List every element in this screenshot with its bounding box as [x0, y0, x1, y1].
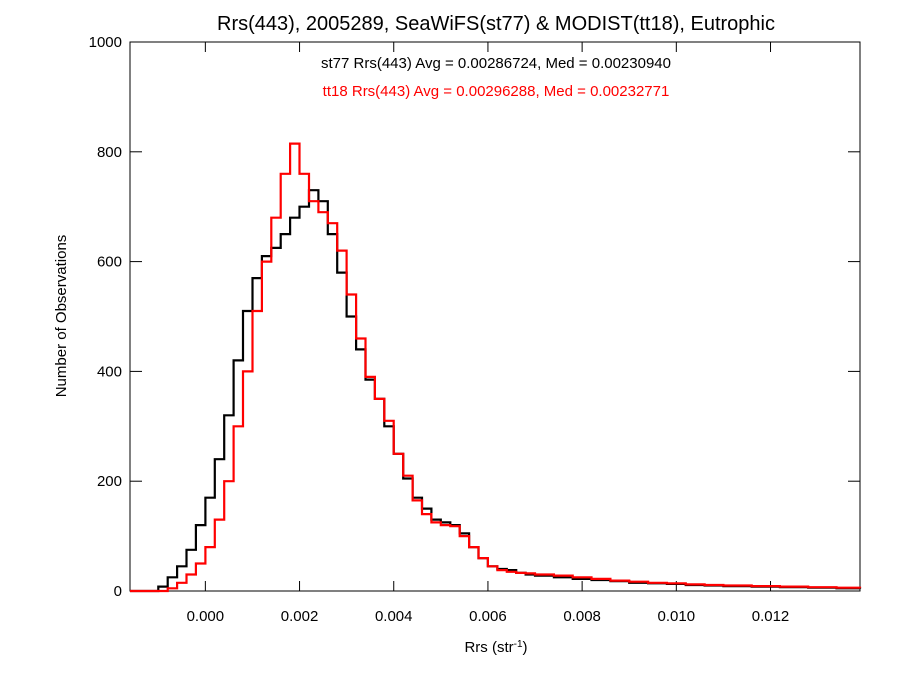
x-axis-ticks: 0.000 0.002 0.004 0.006 0.008 0.010 0.012: [187, 42, 790, 625]
x-tick-label: 0.008: [563, 608, 601, 625]
series-tt18-histogram: [130, 142, 862, 593]
y-tick-label: 200: [97, 473, 122, 490]
chart-title: Rrs(443), 2005289, SeaWiFS(st77) & MODIS…: [217, 13, 775, 35]
x-tick-label: 0.006: [469, 608, 507, 625]
x-tick-label: 0.002: [281, 608, 319, 625]
x-axis-label-superscript: -1: [514, 639, 523, 650]
series-st77-histogram: [130, 189, 862, 593]
y-tick-label: 1000: [89, 34, 122, 51]
x-tick-label: 0.012: [752, 608, 790, 625]
plot-frame: [129, 41, 861, 592]
annotation-tt18: tt18 Rrs(443) Avg = 0.00296288, Med = 0.…: [323, 83, 670, 100]
x-axis-label: Rrs (str-1): [464, 639, 527, 657]
x-tick-label: 0.004: [375, 608, 413, 625]
x-axis-label-main: Rrs (str: [464, 639, 513, 656]
x-tick-label: 0.010: [658, 608, 696, 625]
y-axis-label: Number of Observations: [53, 235, 70, 398]
y-axis-ticks: 0 200 400 600 800 1000: [89, 34, 860, 600]
x-axis-label-close: ): [523, 639, 528, 656]
y-tick-label: 600: [97, 254, 122, 271]
y-tick-label: 400: [97, 363, 122, 380]
series-layer: [130, 142, 862, 593]
y-tick-label: 800: [97, 144, 122, 161]
x-tick-label: 0.000: [187, 608, 225, 625]
annotation-st77: st77 Rrs(443) Avg = 0.00286724, Med = 0.…: [321, 55, 671, 72]
y-tick-label: 0: [114, 583, 122, 600]
